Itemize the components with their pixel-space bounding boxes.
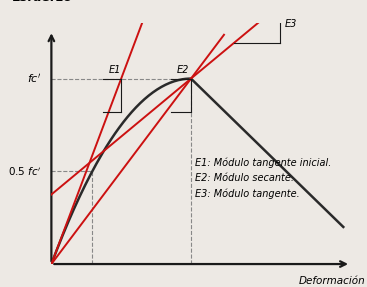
Text: Deformación: Deformación — [298, 276, 365, 286]
Text: $fc'$: $fc'$ — [27, 72, 41, 85]
Text: E2: E2 — [177, 65, 189, 75]
Text: E1: E1 — [109, 65, 121, 75]
Text: E3: E3 — [285, 19, 297, 29]
Text: Esfuerzo: Esfuerzo — [12, 0, 72, 4]
Text: E1: Módulo tangente inicial.
E2: Módulo secante.
E3: Módulo tangente.: E1: Módulo tangente inicial. E2: Módulo … — [195, 158, 331, 199]
Text: $0.5\ fc'$: $0.5\ fc'$ — [8, 165, 41, 178]
